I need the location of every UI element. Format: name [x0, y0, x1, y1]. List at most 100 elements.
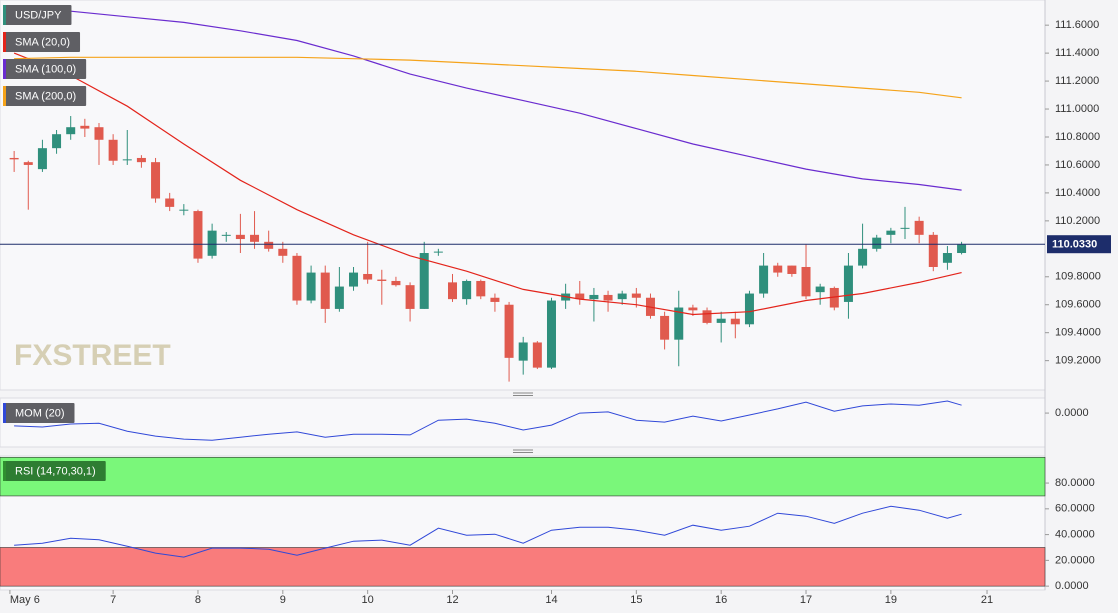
candle-body — [730, 318, 740, 325]
x-tick-label: 9 — [280, 594, 286, 606]
candle-body — [278, 248, 288, 256]
x-tick-label: 16 — [715, 594, 727, 606]
candle-body — [9, 157, 19, 160]
candle-body — [928, 234, 938, 267]
candle-body — [674, 307, 684, 340]
mom-panel — [0, 397, 1046, 448]
candle-body — [603, 294, 613, 301]
candle-body — [518, 342, 528, 361]
y-tick-label: 80.0000 — [1055, 477, 1095, 489]
y-tick-label: 111.0000 — [1055, 103, 1099, 115]
candle-body — [108, 139, 118, 161]
legend-box — [3, 5, 72, 25]
legend-swatch — [3, 59, 6, 79]
candle-body — [787, 265, 797, 274]
candle-body — [264, 241, 274, 249]
legend-label: USD/JPY — [15, 9, 62, 21]
candle-body — [462, 280, 472, 300]
legend-box[interactable] — [3, 32, 81, 52]
legend-swatch — [3, 32, 6, 52]
candle-body — [151, 162, 161, 199]
legend-swatch — [3, 403, 6, 423]
candle-body — [744, 293, 754, 325]
rsi-band — [0, 456, 1046, 497]
legend-label: SMA (100,0) — [15, 63, 76, 75]
y-tick-label: 110.8000 — [1055, 131, 1100, 143]
candle-body — [193, 211, 203, 259]
candle-body — [759, 265, 769, 294]
candle-body — [504, 304, 514, 358]
legend-box[interactable] — [3, 461, 106, 481]
candle-body — [363, 273, 373, 280]
x-tick-label: 7 — [110, 594, 116, 606]
x-tick-label: 15 — [630, 594, 642, 606]
candle-body — [207, 230, 217, 256]
y-tick-label: 109.4000 — [1055, 327, 1101, 339]
x-tick-label: 12 — [446, 594, 458, 606]
candle-body — [858, 248, 868, 266]
legend-swatch — [3, 86, 6, 106]
candle-body — [334, 286, 344, 309]
candle-body — [617, 293, 627, 300]
candle-body — [221, 234, 231, 236]
candle-body — [405, 285, 415, 309]
candle-body — [702, 310, 712, 323]
legend-box[interactable] — [3, 59, 87, 79]
y-tick-label: 0.0000 — [1055, 407, 1089, 419]
panel-resize-handle[interactable] — [513, 392, 533, 453]
candle-body — [66, 127, 76, 135]
y-tick-label: 0.0000 — [1055, 580, 1089, 592]
candle-body — [391, 280, 401, 286]
x-tick-label: 21 — [981, 594, 993, 606]
y-tick-label: 111.4000 — [1055, 47, 1099, 59]
candle-body — [532, 342, 542, 368]
candle-body — [136, 157, 146, 163]
candle-body — [433, 251, 443, 253]
candle-body — [419, 253, 429, 309]
candle-body — [320, 272, 330, 309]
legend-swatch — [3, 5, 6, 25]
candle-body — [490, 297, 500, 302]
candle-body — [94, 127, 104, 140]
candle-body — [23, 162, 33, 165]
legend-label: MOM (20) — [15, 407, 65, 419]
candle-body — [900, 227, 910, 229]
y-tick-label: 109.2000 — [1055, 355, 1101, 367]
sma-line — [14, 6, 962, 191]
candle-body — [815, 286, 825, 293]
candle-body — [292, 255, 302, 301]
candle-body — [843, 265, 853, 302]
y-tick-label: 111.6000 — [1055, 19, 1099, 31]
candle-body — [660, 315, 670, 340]
candle-body — [476, 280, 486, 297]
x-tick-label: 8 — [195, 594, 201, 606]
candle-body — [37, 148, 47, 170]
legend-box[interactable] — [3, 86, 87, 106]
sma-line — [13, 52, 962, 316]
candle-body — [52, 134, 62, 149]
last-price-box — [1047, 235, 1111, 254]
y-tick-label: 111.2000 — [1055, 75, 1099, 87]
candle-body — [872, 237, 882, 249]
candle-body — [716, 318, 726, 323]
x-tick-label: 14 — [545, 594, 557, 606]
y-tick-label: 109.6000 — [1055, 299, 1101, 311]
price-panel — [0, 0, 1046, 391]
legend-label: SMA (20,0) — [15, 36, 70, 48]
legend-label: SMA (200,0) — [15, 90, 76, 102]
candle-body — [349, 272, 359, 287]
y-tick-label: 110.4000 — [1055, 187, 1100, 199]
legend-label: RSI (14,70,30,1) — [15, 465, 96, 477]
candle-body — [179, 209, 189, 211]
rsi-band — [0, 547, 1046, 587]
candle-body — [250, 234, 260, 242]
candle-body — [306, 272, 316, 301]
candle-body — [829, 287, 839, 308]
legend-swatch — [3, 461, 6, 481]
candle-body — [122, 159, 132, 161]
x-tick-label: 19 — [885, 594, 897, 606]
candle-body — [957, 244, 967, 254]
indicator-line — [14, 505, 962, 558]
watermark: FXSTREET — [14, 339, 171, 372]
legend-box[interactable] — [3, 403, 75, 423]
